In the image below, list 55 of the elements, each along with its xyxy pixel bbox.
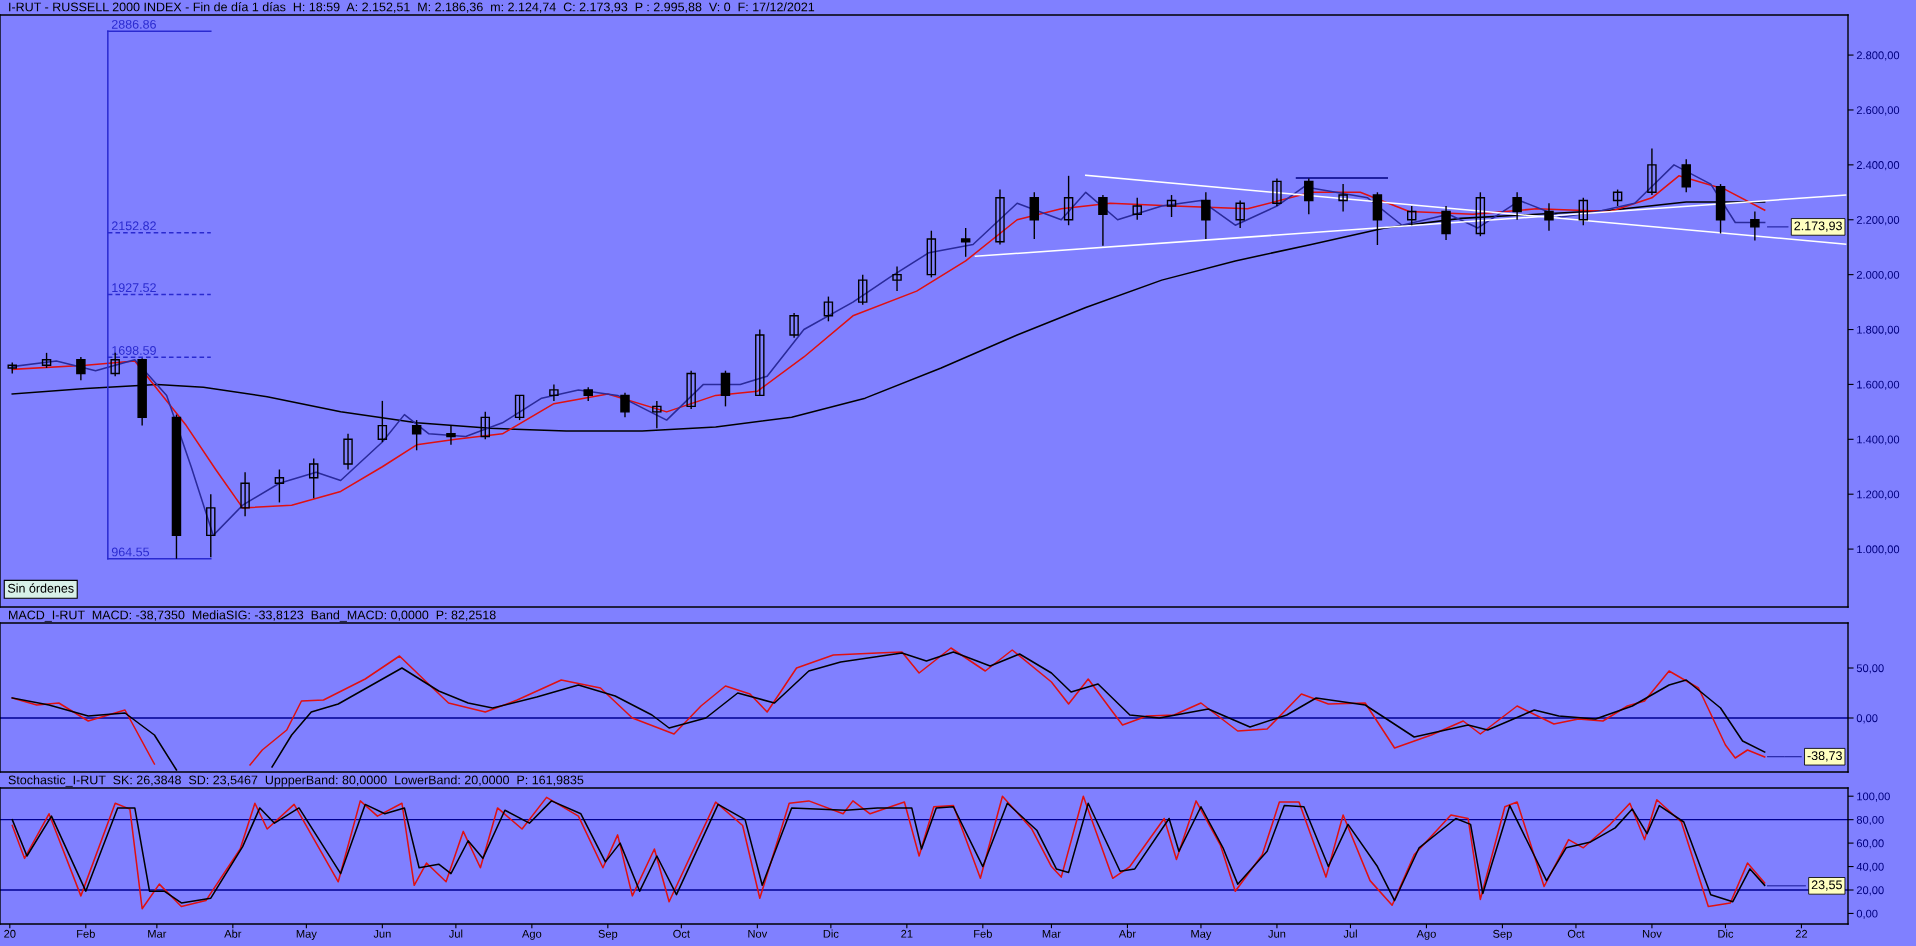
annotation: 23,55 [1811, 880, 1842, 891]
x-tick-label: 20 [4, 929, 16, 938]
y-tick-label: 2.000,00 [1856, 270, 1900, 281]
x-tick-label: Jul [448, 929, 463, 938]
x-tick-label: Jun [1268, 929, 1286, 938]
x-tick-label: Jul [1343, 929, 1357, 938]
chart-title: MACD_I-RUT MACD: -38,7350 MediaSIG: -33,8123 Band_MACD: 0,0000 P: 82,2518 [9, 610, 496, 622]
y-tick-label: 0,00 [1856, 909, 1878, 919]
x-tick-label: Dic [823, 929, 839, 938]
y-tick-label: 80,00 [1856, 815, 1884, 826]
annotation: Sin órdenes [7, 583, 74, 593]
x-tick-label: Abr [224, 929, 242, 938]
y-tick-label: 20,00 [1856, 886, 1884, 896]
chart-title: I-RUT - RUSSELL 2000 INDEX - Fin de día 1 días H: 18:59 A: 2.152,51 M: 2.186,36 m: 2.124,74 C: 2.173,93 P : 2.995,88 V: 0 F: 17/12/2021 [9, 2, 815, 13]
y-tick-label: 2.800,00 [1856, 51, 1900, 61]
chart-title: Stochastic_I-RUT SK: 26,3848 SD: 23,5467 UppperBand: 80,0000 LowerBand: 20,0000 P: 161,9835 [8, 775, 584, 787]
x-tick-label: 21 [901, 929, 913, 938]
x-tick-label: Nov [748, 929, 768, 938]
series-label: 964.55 [111, 547, 150, 557]
x-tick-label: Ago [521, 929, 542, 940]
y-tick-label: 2.200,00 [1856, 216, 1900, 226]
y-tick-label: 60,00 [1856, 839, 1884, 849]
y-tick-label: 1.400,00 [1857, 435, 1900, 445]
y-tick-label: 100,00 [1857, 792, 1890, 802]
y-tick-label: 1.000,00 [1857, 545, 1900, 555]
x-tick-label: Nov [1642, 929, 1662, 938]
x-tick-label: Oct [1567, 929, 1585, 938]
y-tick-label: 50,00 [1856, 664, 1884, 674]
annotation: -38,73 [1807, 751, 1842, 762]
y-tick-label: 1.800,00 [1857, 325, 1900, 335]
x-tick-label: 22 [1795, 929, 1808, 938]
y-tick-label: 0,00 [1856, 714, 1878, 724]
series-label: 1698.59 [112, 346, 156, 355]
y-tick-label: 1.600,00 [1857, 380, 1900, 390]
series-label: 2152.82 [111, 221, 156, 231]
x-tick-label: Feb [974, 929, 992, 938]
y-tick-label: 2.400,00 [1856, 161, 1900, 171]
annotation: 2.173,93 [1794, 221, 1842, 232]
x-tick-label: May [1191, 929, 1212, 940]
x-tick-label: Feb [77, 929, 95, 938]
y-tick-label: 2.600,00 [1856, 106, 1900, 116]
x-tick-label: Ago [1416, 929, 1436, 940]
x-tick-label: Mar [148, 929, 167, 938]
x-tick-label: Dic [1718, 929, 1734, 938]
x-tick-label: Sep [1493, 929, 1512, 940]
x-tick-label: May [296, 929, 317, 940]
x-tick-label: Abr [1118, 929, 1136, 938]
y-tick-label: 40,00 [1856, 862, 1884, 872]
x-tick-label: Sep [598, 929, 618, 940]
y-tick-label: 1.200,00 [1857, 490, 1900, 500]
x-tick-label: Jun [373, 929, 391, 938]
series-label: 1927.52 [112, 283, 156, 293]
x-tick-label: Oct [673, 929, 690, 938]
series-label: 2886.86 [111, 19, 156, 29]
x-tick-label: Mar [1042, 929, 1061, 938]
